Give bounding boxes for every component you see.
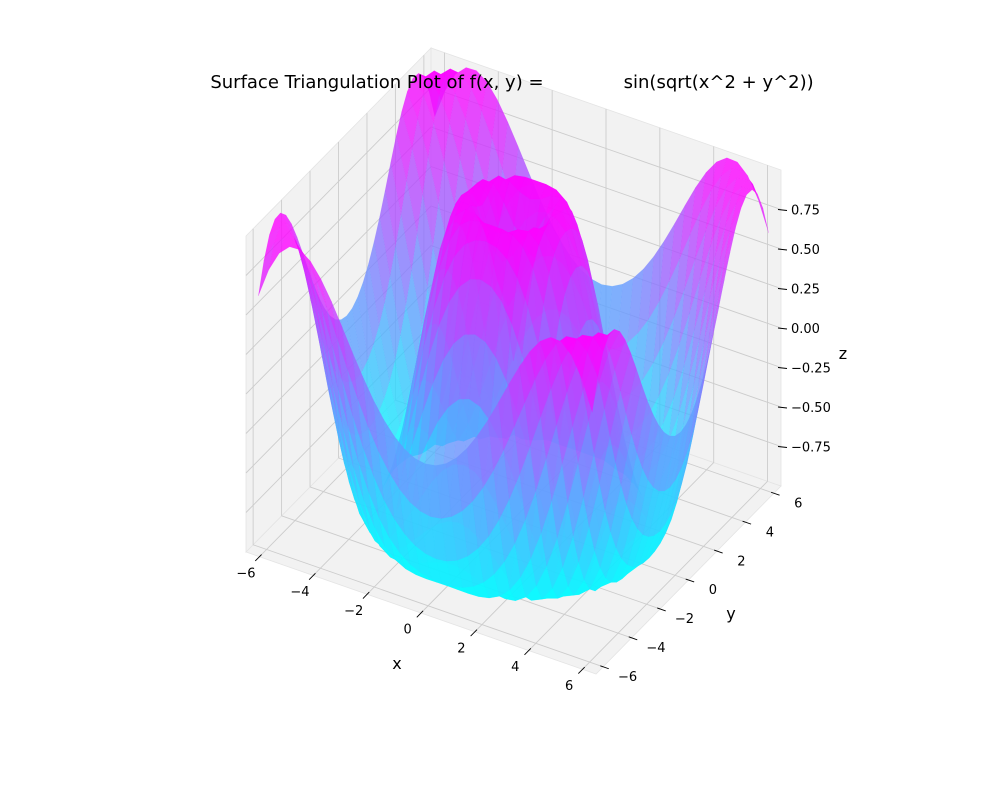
z-axis-label: z <box>839 344 847 363</box>
surface-facet <box>664 431 681 492</box>
z-tick <box>777 288 788 290</box>
x-tick-label: −6 <box>236 566 255 581</box>
z-tick-label: −0.25 <box>791 362 831 377</box>
surface-mesh <box>258 67 769 602</box>
y-tick <box>742 520 752 525</box>
y-tick-label: 6 <box>794 496 802 511</box>
z-tick <box>777 406 788 409</box>
surface-facet <box>675 413 692 480</box>
surface-facet <box>730 194 747 228</box>
z-tick <box>777 367 788 369</box>
x-tick <box>254 554 262 562</box>
z-tick-label: 0.75 <box>791 204 820 219</box>
x-tick <box>416 610 424 618</box>
y-tick <box>770 491 780 496</box>
z-tick <box>777 209 788 211</box>
surface-facet <box>686 379 703 454</box>
x-tick-label: 2 <box>457 642 465 657</box>
y-tick-label: −4 <box>646 641 665 656</box>
x-tick <box>578 666 585 674</box>
y-grid-floor <box>252 544 604 668</box>
y-axis-label: y <box>726 604 735 623</box>
axis-ticks: −6 −4 −2 0 2 4 6 −6 −4 −2 0 2 4 6 −0.75 −0.50 −0.25 0.00 0… <box>236 204 830 695</box>
surface-facet <box>592 332 609 352</box>
x-tick <box>470 629 478 637</box>
chart-title: Surface Triangulation Plot of f(x, y) = … <box>210 72 813 93</box>
z-tick <box>777 446 788 448</box>
x-tick-label: 6 <box>565 679 573 694</box>
surface-facet <box>735 186 753 204</box>
y-tick <box>685 578 695 583</box>
y-tick-label: 0 <box>709 583 717 598</box>
y-tick-label: −6 <box>618 670 637 685</box>
z-tick-label: −0.75 <box>791 441 831 456</box>
x-tick-label: −2 <box>344 604 363 619</box>
x-axis-label: x <box>392 654 401 673</box>
surface-facet <box>669 424 687 488</box>
y-tick <box>600 665 609 670</box>
y-tick-label: 2 <box>737 554 745 569</box>
surface-facet <box>752 183 769 234</box>
surface-facet <box>581 351 598 413</box>
x-tick <box>308 573 316 581</box>
z-tick-label: 0.25 <box>791 283 820 298</box>
y-tick <box>657 607 666 612</box>
z-tick-label: −0.50 <box>791 401 831 416</box>
y-tick-label: −2 <box>675 612 694 627</box>
y-tick <box>628 636 638 641</box>
x-tick <box>362 591 370 599</box>
z-tick <box>777 327 788 330</box>
x-tick <box>524 648 532 656</box>
x-tick-label: 0 <box>403 623 411 638</box>
z-tick-label: 0.00 <box>791 322 820 337</box>
z-tick <box>777 248 788 251</box>
z-tick-label: 0.50 <box>791 243 820 258</box>
y-tick-label: 4 <box>766 525 774 540</box>
y-tick <box>713 549 723 554</box>
x-tick-label: 4 <box>511 660 519 675</box>
x-tick-label: −4 <box>290 585 309 600</box>
